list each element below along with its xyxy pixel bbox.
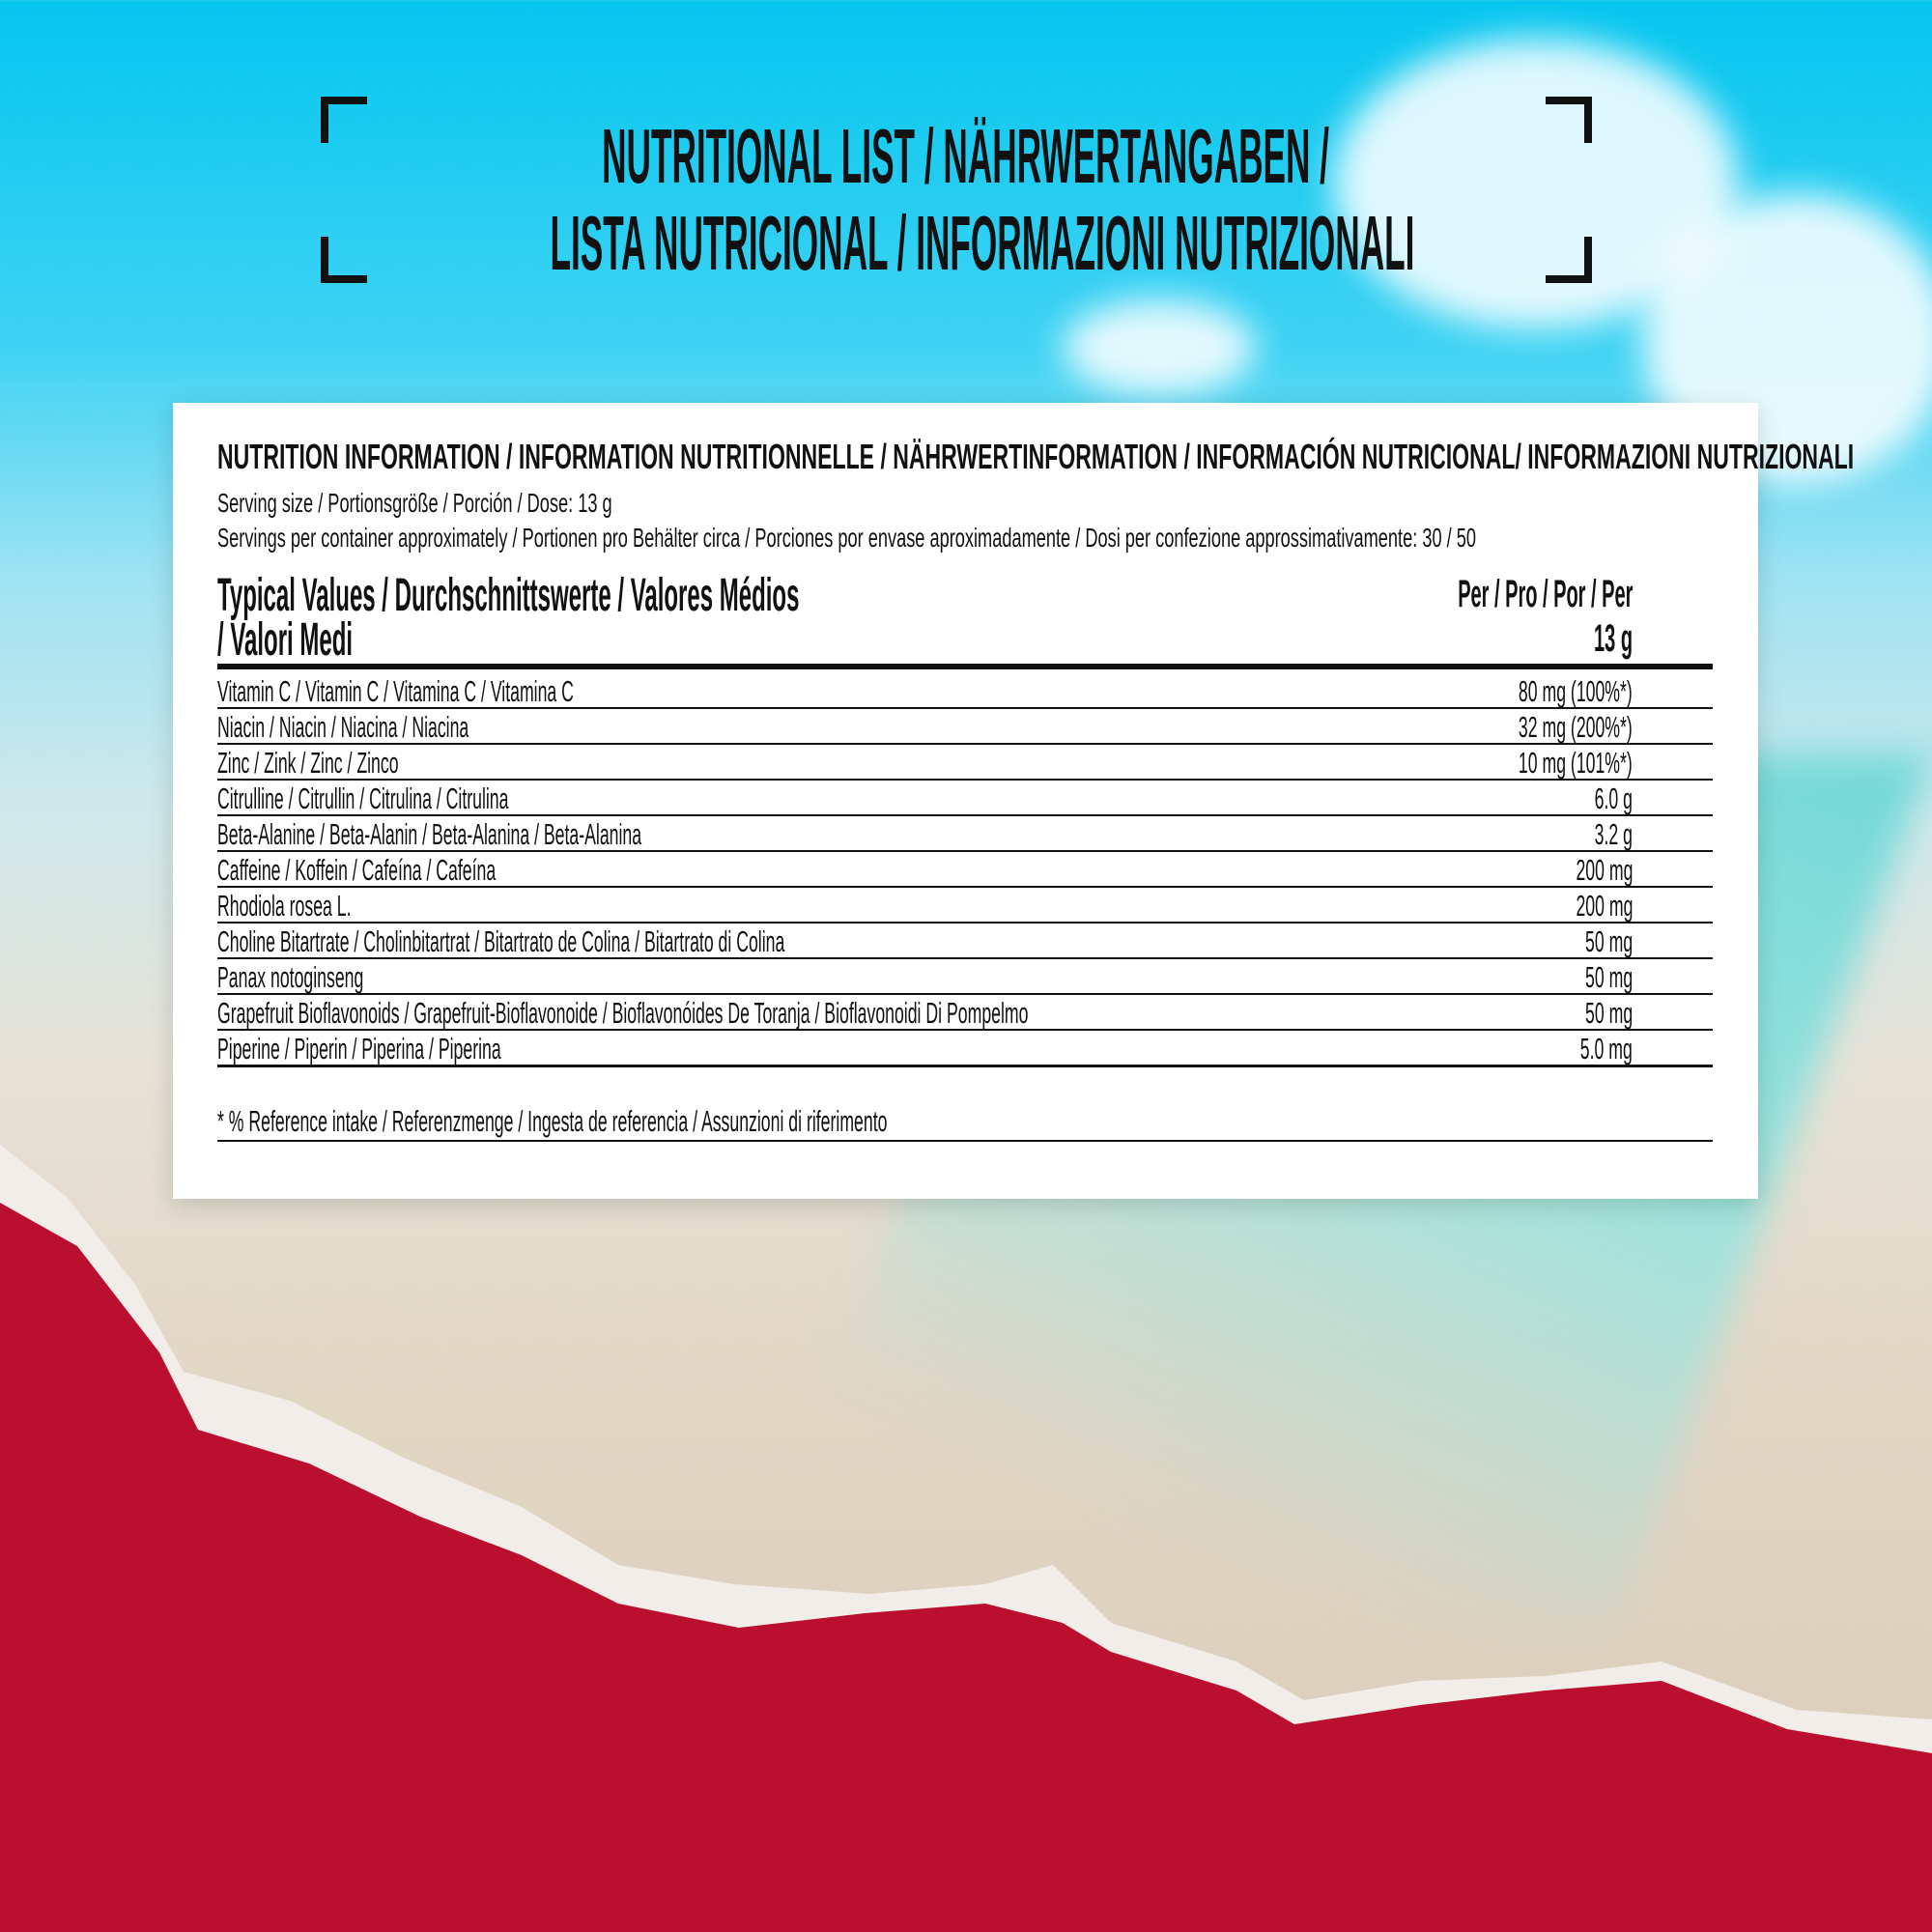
nutrient-value: 80 mg (100%*) [1519,674,1633,708]
header-rule [217,664,1713,669]
nutrient-name: Beta-Alanine / Beta-Alanin / Beta-Alanin… [217,817,642,851]
row-divider [217,886,1713,888]
row-divider [217,814,1713,816]
row-divider [217,993,1713,995]
per-label: Per / Pro / Por / Per [1457,573,1633,615]
table-row: Caffeine / Koffein / Cafeína / Cafeína 2… [217,852,1633,888]
table-row: Niacin / Niacin / Niacina / Niacina 32 m… [217,709,1633,745]
table-row: Zinc / Zink / Zinc / Zinco 10 mg (101%*) [217,745,1633,781]
table-row: Vitamin C / Vitamin C / Vitamina C / Vit… [217,673,1633,709]
nutrient-value: 5.0 mg [1579,1032,1633,1065]
footnote: * % Reference intake / Referenzmenge / I… [217,1104,888,1138]
nutrient-name: Grapefruit Bioflavonoids / Grapefruit-Bi… [217,996,1029,1030]
corner-bracket-bottom-left [321,237,367,283]
red-paper [0,1203,1932,1932]
row-divider [217,850,1713,852]
nutrient-name: Zinc / Zink / Zinc / Zinco [217,746,399,780]
row-divider [217,922,1713,923]
typical-values-heading: Typical Values / Durchschnittswerte / Va… [217,570,800,621]
cloud [1063,299,1256,396]
row-divider [217,743,1713,745]
nutrient-value: 50 mg [1584,924,1633,958]
nutrient-name: Vitamin C / Vitamin C / Vitamina C / Vit… [217,674,574,708]
table-row: Piperine / Piperin / Piperina / Piperina… [217,1031,1633,1066]
nutrient-name: Choline Bitartrate / Cholinbitartrat / B… [217,924,785,958]
nutrient-name: Panax notoginseng [217,960,364,994]
corner-bracket-top-right [1546,97,1592,143]
typical-values-heading-2: / Valori Medi [217,614,354,666]
per-amount: 13 g [1593,617,1633,660]
row-divider [217,957,1713,959]
corner-bracket-bottom-right [1546,237,1592,283]
nutrition-header: NUTRITION INFORMATION / INFORMATION NUTR… [217,437,1855,476]
nutrient-value: 6.0 g [1594,781,1633,815]
table-row: Choline Bitartrate / Cholinbitartrat / B… [217,923,1633,959]
row-divider [217,1065,1713,1067]
nutrient-value: 3.2 g [1594,817,1633,851]
nutrient-value: 32 mg (200%*) [1519,710,1633,744]
nutrient-value: 50 mg [1584,960,1633,994]
nutrient-name: Niacin / Niacin / Niacina / Niacina [217,710,469,744]
table-row: Beta-Alanine / Beta-Alanin / Beta-Alanin… [217,816,1633,852]
row-divider [217,1029,1713,1031]
footnote-rule [217,1140,1713,1142]
nutrient-name: Caffeine / Koffein / Cafeína / Cafeína [217,853,497,887]
table-row: Panax notoginseng 50 mg [217,959,1633,995]
nutrient-name: Citrulline / Citrullin / Citrulina / Cit… [217,781,509,815]
nutrient-value: 50 mg [1584,996,1633,1030]
nutrient-value: 200 mg [1576,853,1633,887]
row-divider [217,779,1713,781]
row-divider [217,707,1713,709]
corner-bracket-top-left [321,97,367,143]
serving-size: Serving size / Portionsgröße / Porción /… [217,488,612,518]
table-row: Citrulline / Citrullin / Citrulina / Cit… [217,781,1633,816]
table-row: Grapefruit Bioflavonoids / Grapefruit-Bi… [217,995,1633,1031]
servings-per-container: Servings per container approximately / P… [217,523,1477,553]
nutrition-card: NUTRITION INFORMATION / INFORMATION NUTR… [173,403,1854,1199]
nutrient-value: 10 mg (101%*) [1519,746,1633,780]
nutrient-value: 200 mg [1576,889,1633,923]
table-row: Rhodiola rosea L. 200 mg [217,888,1633,923]
page-title-line2: LISTA NUTRICIONAL / INFORMAZIONI NUTRIZI… [550,200,1415,286]
nutrient-name: Piperine / Piperin / Piperina / Piperina [217,1032,501,1065]
page-title-line1: NUTRITIONAL LIST / NÄHRWERTANGABEN / [602,113,1330,199]
nutrient-name: Rhodiola rosea L. [217,889,352,923]
